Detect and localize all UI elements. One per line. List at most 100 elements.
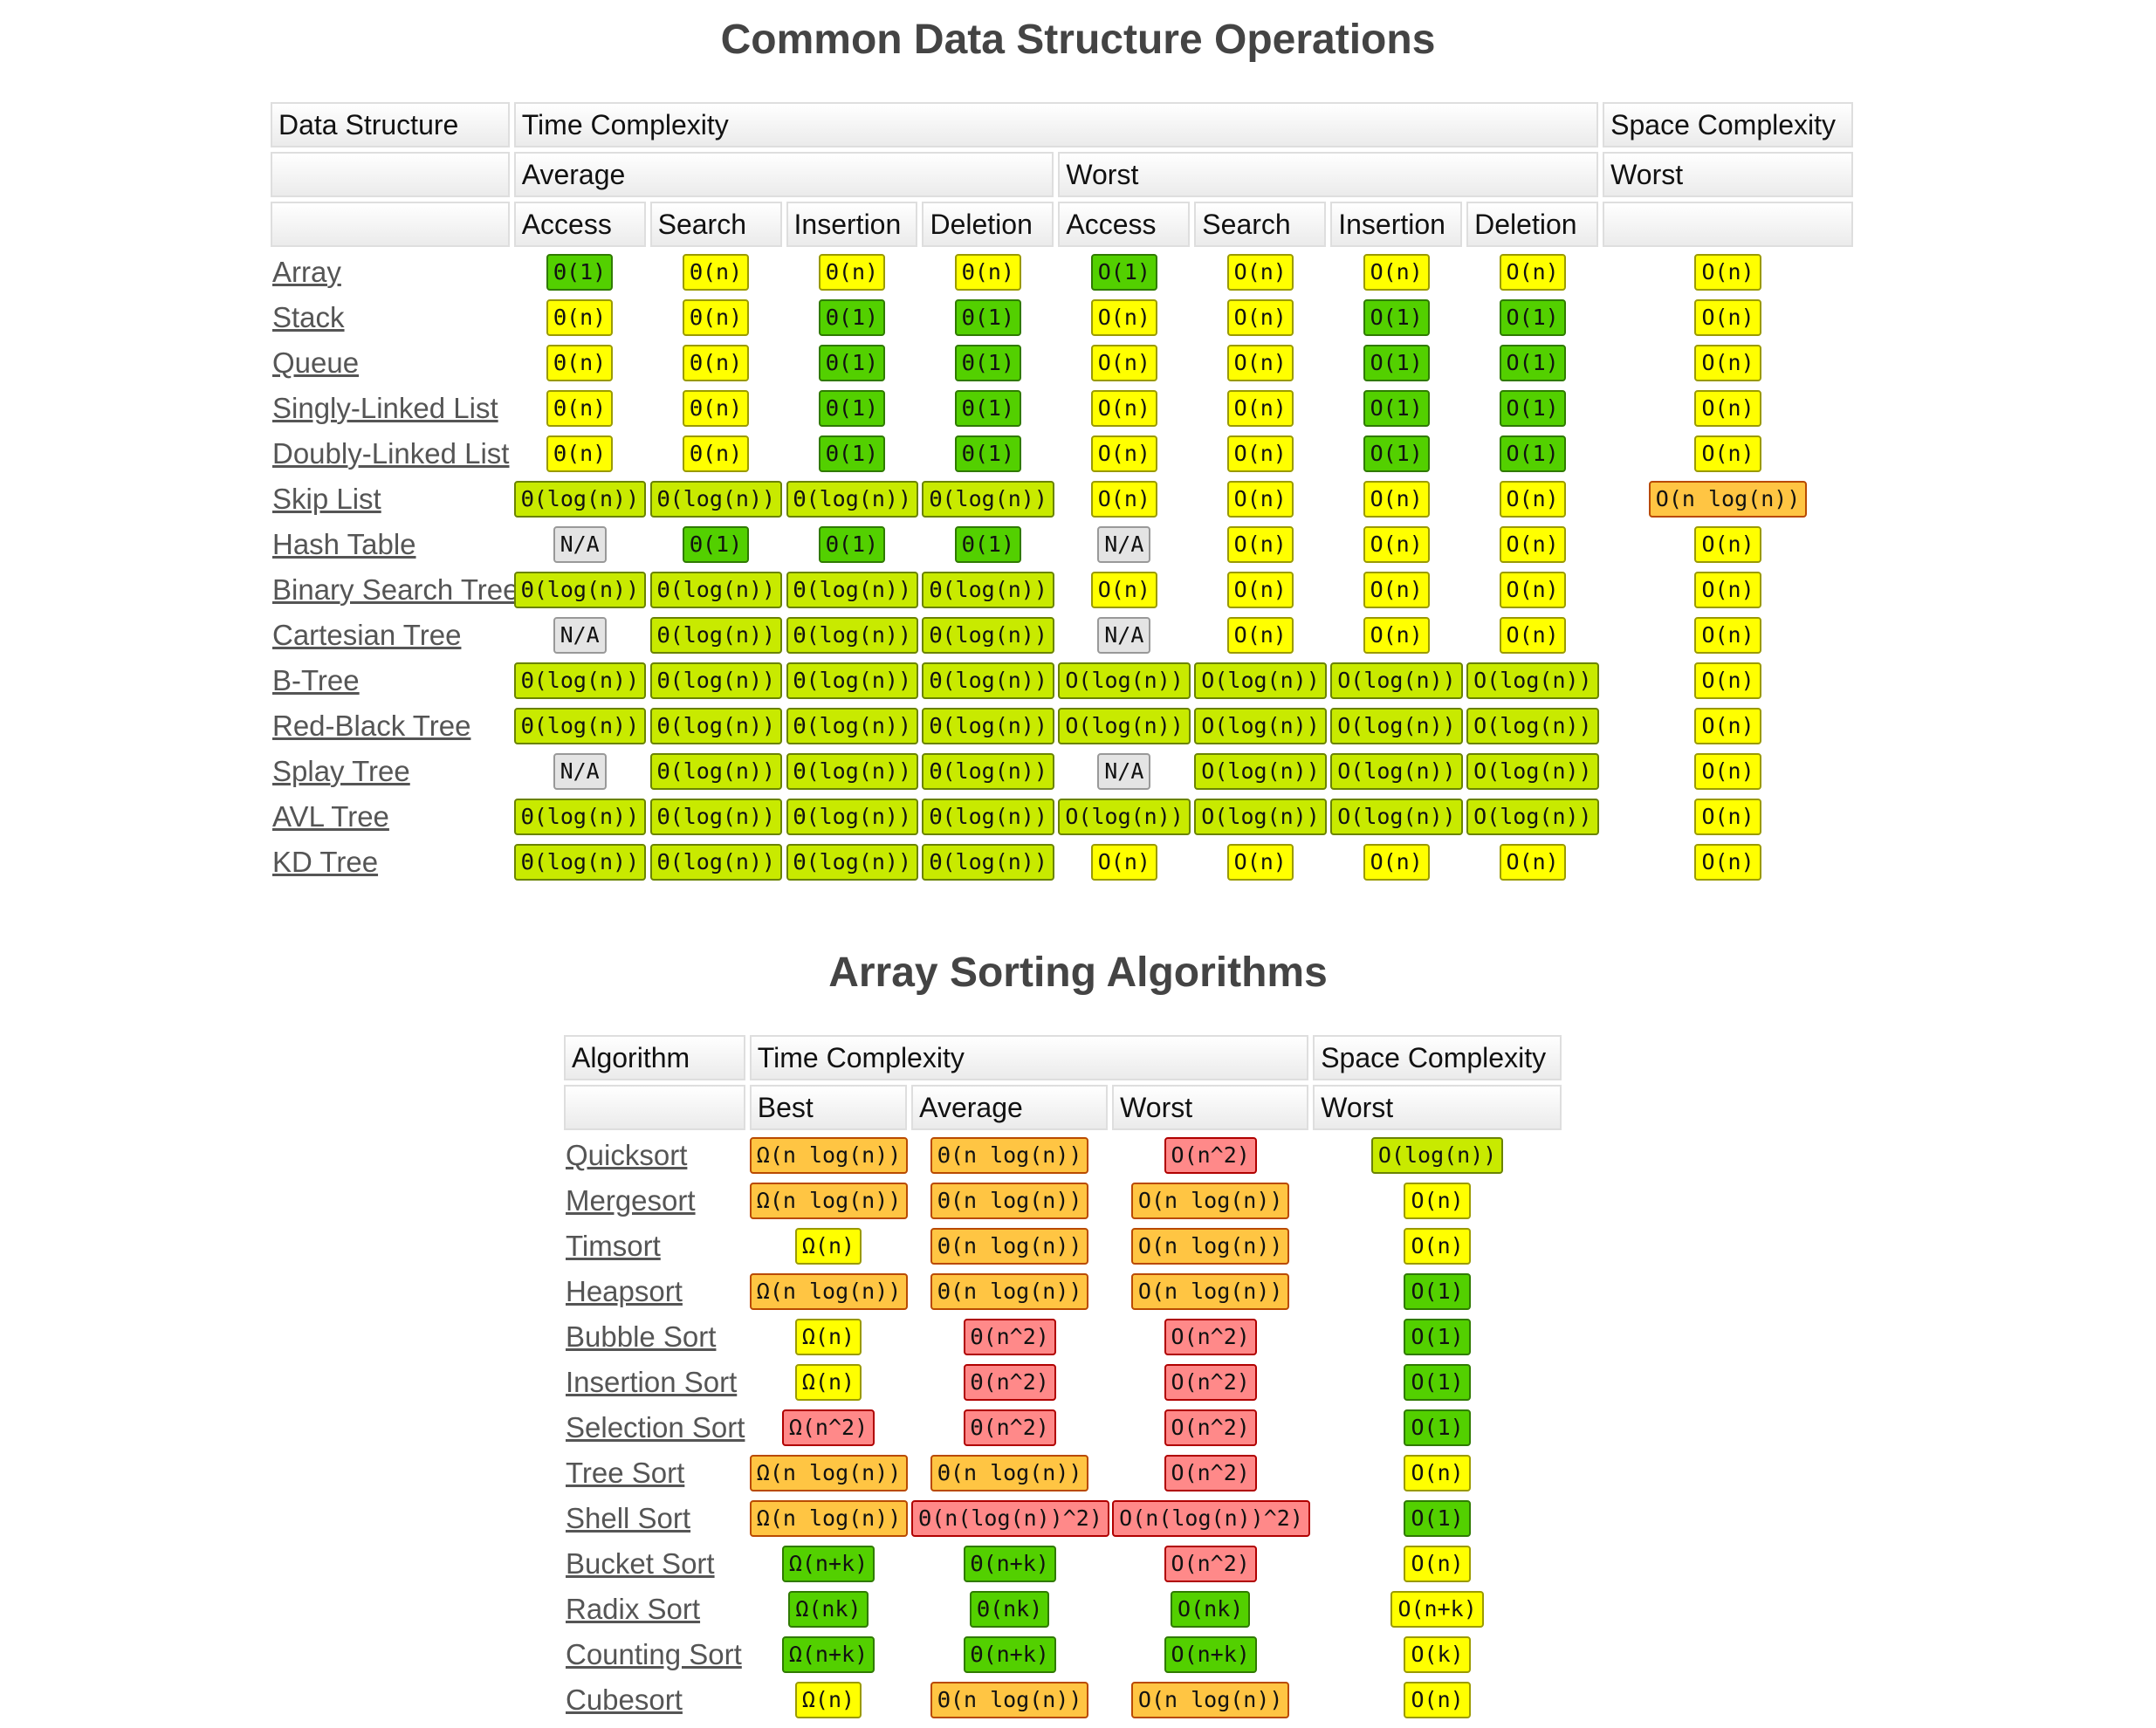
header-average: Average bbox=[513, 152, 1054, 197]
complexity-badge: O(log(n)) bbox=[1330, 662, 1463, 699]
complexity-cell: O(n) bbox=[1603, 705, 1853, 746]
complexity-cell: Θ(nk) bbox=[911, 1588, 1108, 1629]
link-singly-linked-list[interactable]: Singly-Linked List bbox=[272, 391, 498, 424]
link-cubesort[interactable]: Cubesort bbox=[566, 1683, 683, 1716]
complexity-badge: Θ(n^2) bbox=[963, 1318, 1056, 1355]
complexity-badge: Θ(log(n)) bbox=[513, 571, 647, 608]
link-kd-tree[interactable]: KD Tree bbox=[272, 845, 379, 878]
link-skip-list[interactable]: Skip List bbox=[272, 482, 381, 515]
link-timsort[interactable]: Timsort bbox=[566, 1229, 661, 1262]
complexity-cell: O(n) bbox=[1603, 660, 1853, 701]
link-splay-tree[interactable]: Splay Tree bbox=[272, 754, 410, 787]
complexity-badge: O(n) bbox=[1226, 480, 1294, 518]
complexity-badge: Θ(log(n)) bbox=[649, 616, 783, 654]
link-red-black-tree[interactable]: Red-Black Tree bbox=[272, 709, 471, 742]
complexity-cell: O(n) bbox=[1466, 478, 1598, 519]
link-queue[interactable]: Queue bbox=[272, 346, 360, 379]
complexity-badge: Θ(n) bbox=[818, 253, 886, 291]
complexity-badge: O(n) bbox=[1226, 571, 1294, 608]
complexity-badge: O(n) bbox=[1694, 389, 1761, 427]
link-selection-sort[interactable]: Selection Sort bbox=[566, 1410, 745, 1443]
complexity-cell: Θ(log(n)) bbox=[922, 478, 1054, 519]
complexity-badge: O(n) bbox=[1363, 253, 1430, 291]
complexity-cell: Θ(1) bbox=[922, 433, 1054, 474]
complexity-cell: O(n) bbox=[1194, 614, 1326, 655]
link-b-tree[interactable]: B-Tree bbox=[272, 663, 360, 696]
complexity-badge: N/A bbox=[1097, 752, 1151, 790]
header-best: Best bbox=[749, 1085, 908, 1130]
complexity-cell: O(n) bbox=[1194, 478, 1326, 519]
complexity-cell: O(n log(n)) bbox=[1112, 1679, 1308, 1720]
link-bucket-sort[interactable]: Bucket Sort bbox=[566, 1546, 715, 1580]
complexity-badge: Θ(nk) bbox=[970, 1590, 1050, 1628]
complexity-badge: Θ(log(n)) bbox=[786, 480, 918, 518]
link-mergesort[interactable]: Mergesort bbox=[566, 1183, 696, 1217]
complexity-badge: Θ(n^2) bbox=[963, 1409, 1056, 1446]
header-op: Insertion bbox=[786, 202, 918, 247]
complexity-cell: Θ(log(n)) bbox=[922, 705, 1054, 746]
complexity-cell: Θ(1) bbox=[922, 387, 1054, 429]
link-binary-search-tree[interactable]: Binary Search Tree bbox=[272, 573, 519, 606]
complexity-cell: O(n^2) bbox=[1112, 1407, 1308, 1448]
complexity-badge: Ω(n) bbox=[794, 1681, 862, 1718]
row-name-cell: Insertion Sort bbox=[564, 1361, 745, 1402]
link-array[interactable]: Array bbox=[272, 255, 341, 288]
complexity-badge: Θ(log(n)) bbox=[786, 707, 918, 744]
complexity-badge: Ω(n^2) bbox=[781, 1409, 875, 1446]
link-avl-tree[interactable]: AVL Tree bbox=[272, 799, 389, 833]
header-time-complexity: Time Complexity bbox=[513, 102, 1599, 147]
complexity-badge: Θ(log(n)) bbox=[649, 798, 783, 835]
complexity-badge: O(1) bbox=[1404, 1499, 1471, 1537]
complexity-badge: O(n) bbox=[1090, 389, 1157, 427]
complexity-badge: O(log(n)) bbox=[1194, 752, 1327, 790]
complexity-badge: O(n) bbox=[1694, 298, 1761, 336]
link-stack[interactable]: Stack bbox=[272, 300, 345, 333]
table-row: Bucket Sort Ω(n+k) Θ(n+k) O(n^2) O(n) bbox=[564, 1543, 1562, 1584]
link-cartesian-tree[interactable]: Cartesian Tree bbox=[272, 618, 462, 651]
complexity-cell: Ω(n) bbox=[750, 1316, 907, 1357]
complexity-badge: Θ(n log(n)) bbox=[930, 1454, 1089, 1491]
complexity-cell: Θ(log(n)) bbox=[513, 796, 647, 837]
complexity-cell: Θ(log(n)) bbox=[649, 660, 783, 701]
link-shell-sort[interactable]: Shell Sort bbox=[566, 1501, 691, 1534]
row-name-cell: Hash Table bbox=[271, 524, 510, 565]
complexity-cell: Ω(n log(n)) bbox=[749, 1498, 909, 1539]
complexity-cell: Θ(n^2) bbox=[911, 1361, 1108, 1402]
link-bubble-sort[interactable]: Bubble Sort bbox=[566, 1320, 717, 1353]
complexity-badge: O(1) bbox=[1363, 344, 1430, 381]
link-heapsort[interactable]: Heapsort bbox=[566, 1274, 683, 1307]
link-radix-sort[interactable]: Radix Sort bbox=[566, 1592, 701, 1625]
link-insertion-sort[interactable]: Insertion Sort bbox=[566, 1365, 738, 1398]
complexity-badge: O(k) bbox=[1404, 1635, 1471, 1673]
complexity-badge: Θ(n) bbox=[546, 389, 614, 427]
complexity-badge: O(1) bbox=[1404, 1318, 1471, 1355]
complexity-badge: Ω(n+k) bbox=[781, 1635, 875, 1673]
header-worst: Worst bbox=[1112, 1085, 1309, 1130]
ds-complexity-table: Data Structure Time Complexity Space Com… bbox=[266, 98, 1857, 887]
complexity-cell: Θ(n) bbox=[650, 251, 782, 292]
table-row: Singly-Linked List Θ(n) Θ(n) Θ(1) Θ(1) O(n) O(… bbox=[271, 387, 1853, 429]
complexity-badge: O(n) bbox=[1499, 525, 1566, 563]
complexity-cell: O(log(n)) bbox=[1194, 660, 1327, 701]
complexity-badge: O(n) bbox=[1404, 1454, 1471, 1491]
complexity-cell: Θ(log(n)) bbox=[786, 614, 918, 655]
link-counting-sort[interactable]: Counting Sort bbox=[566, 1637, 742, 1670]
link-quicksort[interactable]: Quicksort bbox=[566, 1138, 688, 1171]
complexity-badge: Θ(n) bbox=[546, 344, 614, 381]
complexity-cell: O(log(n)) bbox=[1194, 705, 1327, 746]
complexity-cell: Θ(log(n)) bbox=[922, 569, 1054, 610]
complexity-badge: Θ(1) bbox=[682, 525, 750, 563]
complexity-cell: Θ(n(log(n))^2) bbox=[911, 1498, 1109, 1539]
complexity-cell: Θ(log(n)) bbox=[649, 705, 783, 746]
table-row: Stack Θ(n) Θ(n) Θ(1) Θ(1) O(n) O(n) O(1) O(1) O(n… bbox=[271, 297, 1853, 338]
complexity-cell: O(n^2) bbox=[1112, 1316, 1308, 1357]
table-row: Hash Table N/A Θ(1) Θ(1) Θ(1) N/A O(n) O(n) O(n)… bbox=[271, 524, 1853, 565]
complexity-cell: O(n) bbox=[1313, 1225, 1562, 1266]
link-doubly-linked-list[interactable]: Doubly-Linked List bbox=[272, 436, 510, 470]
link-tree-sort[interactable]: Tree Sort bbox=[566, 1456, 685, 1489]
complexity-cell: O(n) bbox=[1313, 1452, 1562, 1493]
link-hash-table[interactable]: Hash Table bbox=[272, 527, 416, 560]
complexity-badge: Ω(n+k) bbox=[781, 1545, 875, 1582]
complexity-badge: O(log(n)) bbox=[1058, 798, 1191, 835]
complexity-cell: Θ(log(n)) bbox=[649, 478, 783, 519]
